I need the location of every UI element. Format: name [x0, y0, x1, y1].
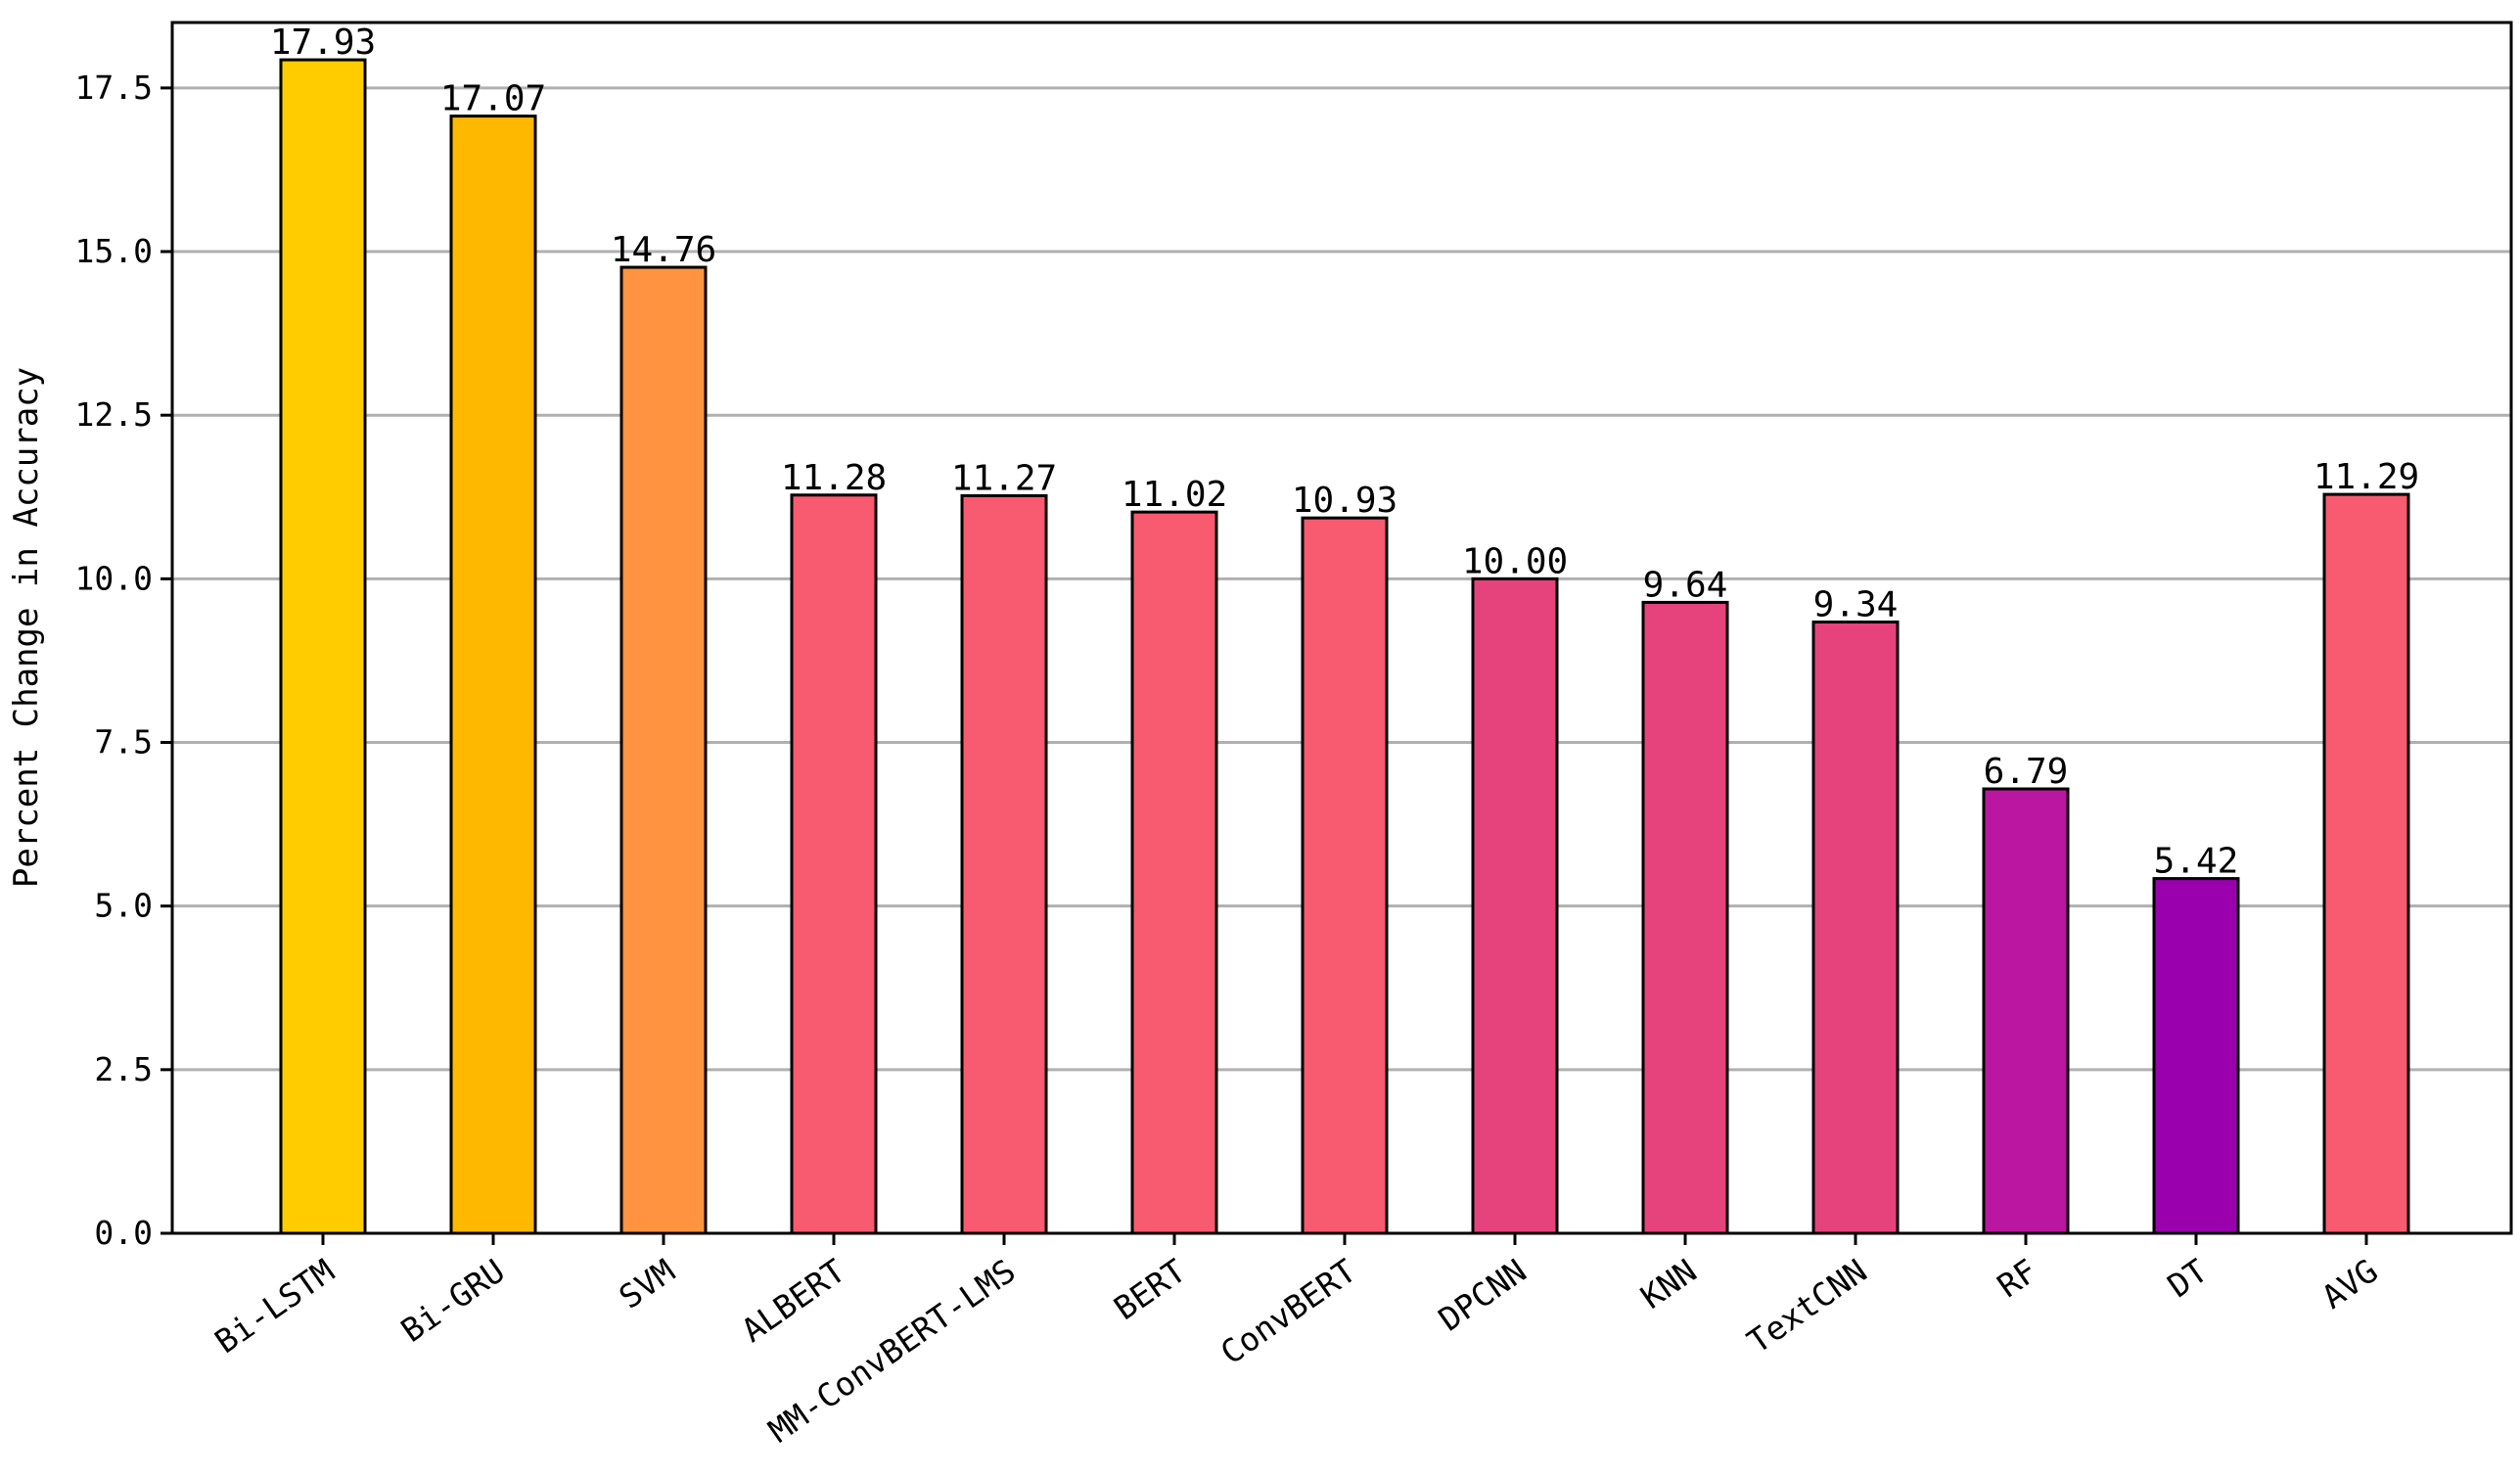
bar-mm-convbert-lms: [960, 493, 1048, 1235]
x-tick-label: BERT: [1107, 1252, 1193, 1328]
y-tick-label: 7.5: [94, 723, 153, 762]
value-label: 9.64: [1643, 565, 1728, 605]
x-tick-label: RF: [1991, 1252, 2044, 1306]
value-label: 11.28: [781, 458, 887, 498]
y-axis-ticks: 0.0 2.5 5.0 7.5 10.0 12.5 15.0 17.5: [75, 69, 172, 1252]
bar-textcnn: [1811, 620, 1900, 1235]
value-label: 11.02: [1122, 475, 1227, 515]
y-tick-label: 5.0: [94, 887, 153, 925]
y-axis-title: Percent Change in Accuracy: [7, 367, 46, 888]
bar-bi-lstm: [279, 58, 367, 1235]
bars: [279, 58, 2410, 1235]
bar-dpcnn: [1471, 577, 1559, 1235]
bar-svm: [619, 265, 708, 1235]
y-tick-label: 0.0: [94, 1214, 153, 1252]
bar-convbert: [1301, 516, 1389, 1235]
y-tick-label: 12.5: [75, 395, 153, 434]
value-label: 10.93: [1292, 481, 1397, 521]
y-tick-label: 15.0: [75, 232, 153, 270]
y-tick-label: 2.5: [94, 1050, 153, 1088]
x-tick-label: Bi-GRU: [394, 1252, 512, 1350]
value-label: 6.79: [1984, 752, 2069, 792]
bar-albert: [790, 493, 878, 1235]
x-tick-label: TextCNN: [1740, 1252, 1873, 1362]
bar-dt: [2152, 877, 2240, 1235]
x-tick-label: AVG: [2314, 1252, 2384, 1316]
x-tick-label: ALBERT: [735, 1252, 852, 1350]
value-label: 5.42: [2154, 842, 2239, 882]
value-labels: 17.93 17.07 14.76 11.28 11.27 11.02 10.93 10.00…: [270, 23, 2419, 881]
value-label: 9.34: [1813, 584, 1899, 624]
y-tick-label: 17.5: [75, 69, 153, 107]
x-tick-label: ConvBERT: [1214, 1252, 1363, 1372]
x-tick-label: SVM: [612, 1252, 681, 1316]
bar-bert: [1130, 510, 1218, 1235]
x-tick-label: DPCNN: [1432, 1252, 1534, 1339]
x-tick-label: DT: [2161, 1252, 2215, 1306]
y-tick-label: 10.0: [75, 559, 153, 597]
value-label: 17.93: [270, 23, 376, 63]
value-label: 10.00: [1462, 541, 1568, 581]
bar-rf: [1982, 787, 2070, 1235]
x-tick-label: Bi-LSTM: [207, 1252, 341, 1362]
value-label: 17.07: [440, 79, 546, 119]
plot-frame: [170, 21, 2513, 1235]
bar-bi-gru: [449, 115, 537, 1235]
bar-knn: [1641, 600, 1729, 1235]
bar-avg: [2322, 492, 2410, 1235]
value-label: 14.76: [611, 230, 716, 270]
value-label: 11.27: [951, 458, 1057, 498]
value-label: 11.29: [2314, 457, 2419, 497]
x-tick-label: KNN: [1633, 1252, 1703, 1316]
